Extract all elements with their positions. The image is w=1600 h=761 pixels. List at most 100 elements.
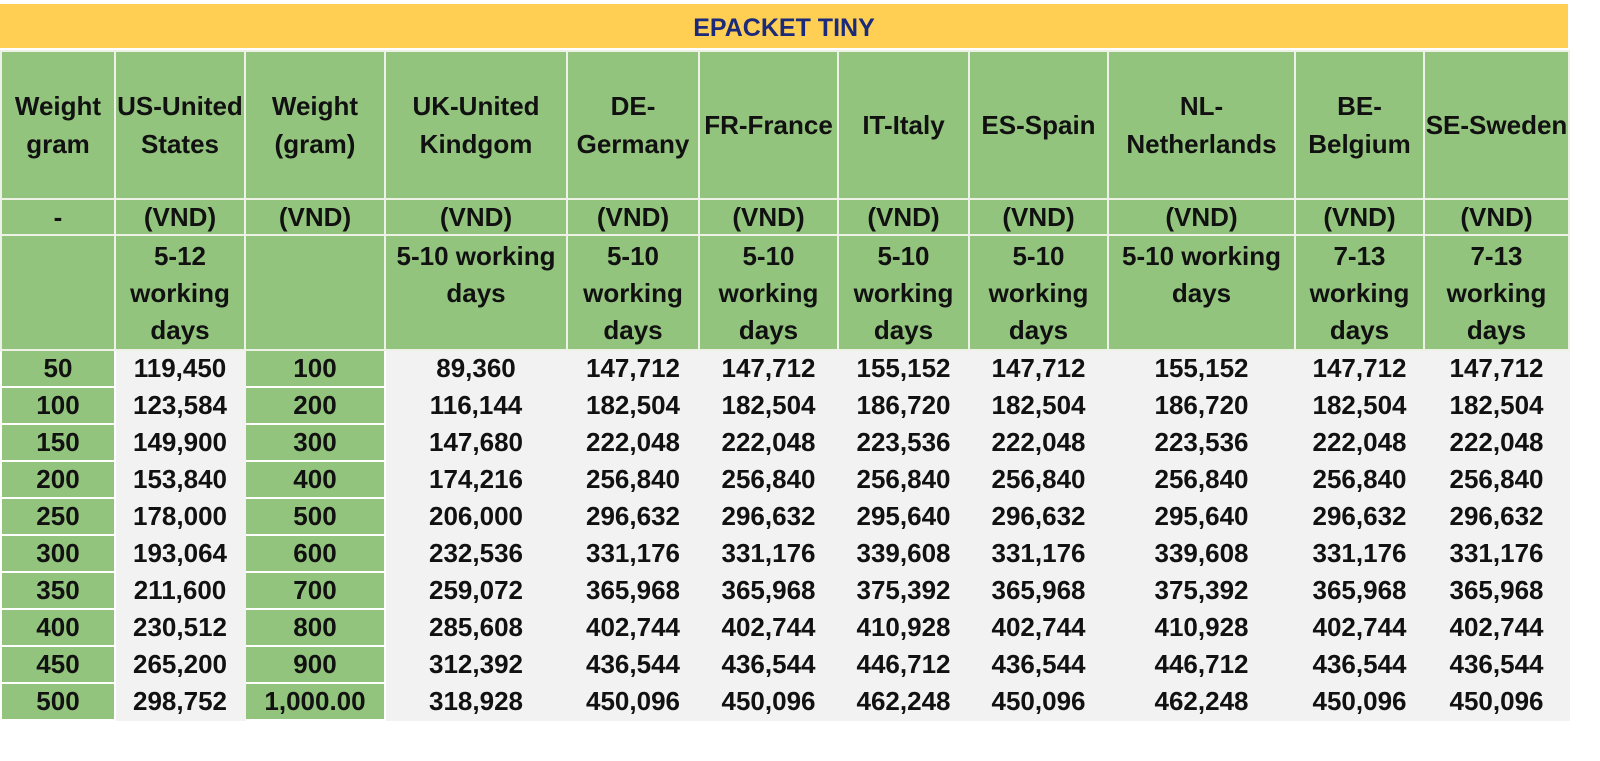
price-cell: 331,176 xyxy=(968,534,1109,573)
delivery-time-row: 5-12 working days 5-10 working days 5-10 w… xyxy=(0,234,1570,351)
currency-label: (VND) xyxy=(1294,198,1425,236)
price-cell: 402,744 xyxy=(1423,608,1570,647)
price-cell: 402,744 xyxy=(1294,608,1425,647)
currency-label: (VND) xyxy=(244,198,386,236)
price-cell: 147,712 xyxy=(968,349,1109,388)
column-header-de-germany: DE-Germany xyxy=(566,50,700,200)
table-row: 100 123,584 200 116,144 182,504 182,504 186,72… xyxy=(0,386,1570,425)
price-cell: 211,600 xyxy=(114,571,246,610)
price-cell: 410,928 xyxy=(1107,608,1296,647)
table-row: 450 265,200 900 312,392 436,544 436,544 446,71… xyxy=(0,645,1570,684)
price-cell: 402,744 xyxy=(698,608,839,647)
currency-label: (VND) xyxy=(837,198,970,236)
price-cell: 296,632 xyxy=(566,497,700,536)
currency-label: (VND) xyxy=(698,198,839,236)
price-cell: 365,968 xyxy=(1423,571,1570,610)
price-cell: 436,544 xyxy=(566,645,700,684)
table-row: 150 149,900 300 147,680 222,048 222,048 223,53… xyxy=(0,423,1570,462)
weight-cell: 100 xyxy=(0,386,116,425)
delivery-time: 7-13 working days xyxy=(1294,234,1425,351)
price-cell: 147,680 xyxy=(384,423,568,462)
delivery-time: 7-13 working days xyxy=(1423,234,1570,351)
weight-cell: 250 xyxy=(0,497,116,536)
price-cell: 331,176 xyxy=(1294,534,1425,573)
column-header-uk-united-kindgom: UK-United Kindgom xyxy=(384,50,568,200)
table-title: EPACKET TINY xyxy=(0,4,1568,48)
weight-cell: 400 xyxy=(244,460,386,499)
column-header-se-sweden: SE-Sweden xyxy=(1423,50,1570,200)
price-cell: 153,840 xyxy=(114,460,246,499)
price-cell: 147,712 xyxy=(1294,349,1425,388)
column-header-us-united-states: US-United States xyxy=(114,50,246,200)
weight-cell: 350 xyxy=(0,571,116,610)
price-cell: 256,840 xyxy=(1107,460,1296,499)
delivery-time: 5-10 working days xyxy=(837,234,970,351)
column-header-weight-gram: Weight (gram) xyxy=(244,50,386,200)
price-cell: 365,968 xyxy=(698,571,839,610)
price-cell: 331,176 xyxy=(698,534,839,573)
price-cell: 206,000 xyxy=(384,497,568,536)
price-cell: 89,360 xyxy=(384,349,568,388)
delivery-time: 5-10 working days xyxy=(1107,234,1296,351)
price-cell: 232,536 xyxy=(384,534,568,573)
price-cell: 331,176 xyxy=(566,534,700,573)
price-cell: 222,048 xyxy=(698,423,839,462)
price-cell: 410,928 xyxy=(837,608,970,647)
price-cell: 182,504 xyxy=(1294,386,1425,425)
price-cell: 256,840 xyxy=(698,460,839,499)
price-cell: 147,712 xyxy=(1423,349,1570,388)
currency-label: (VND) xyxy=(114,198,246,236)
price-cell: 178,000 xyxy=(114,497,246,536)
price-cell: 436,544 xyxy=(698,645,839,684)
price-cell: 259,072 xyxy=(384,571,568,610)
price-cell: 223,536 xyxy=(1107,423,1296,462)
price-cell: 256,840 xyxy=(566,460,700,499)
column-header-weight-gram: Weight gram xyxy=(0,50,116,200)
price-cell: 256,840 xyxy=(1294,460,1425,499)
price-cell: 296,632 xyxy=(1423,497,1570,536)
price-cell: 182,504 xyxy=(1423,386,1570,425)
weight-cell: 50 xyxy=(0,349,116,388)
price-cell: 147,712 xyxy=(698,349,839,388)
weight-cell: 400 xyxy=(0,608,116,647)
currency-label: (VND) xyxy=(566,198,700,236)
weight-cell: 450 xyxy=(0,645,116,684)
price-cell: 256,840 xyxy=(1423,460,1570,499)
delivery-time: 5-12 working days xyxy=(114,234,246,351)
price-cell: 147,712 xyxy=(566,349,700,388)
price-cell: 256,840 xyxy=(837,460,970,499)
table-row: 400 230,512 800 285,608 402,744 402,744 410,92… xyxy=(0,608,1570,647)
price-cell: 285,608 xyxy=(384,608,568,647)
price-cell: 186,720 xyxy=(1107,386,1296,425)
price-cell: 222,048 xyxy=(1423,423,1570,462)
price-cell: 155,152 xyxy=(837,349,970,388)
price-cell: 182,504 xyxy=(968,386,1109,425)
weight-cell: 200 xyxy=(244,386,386,425)
currency-label: (VND) xyxy=(1423,198,1570,236)
weight-cell: 800 xyxy=(244,608,386,647)
price-cell: 462,248 xyxy=(837,682,970,721)
delivery-time: 5-10 working days xyxy=(566,234,700,351)
price-cell: 462,248 xyxy=(1107,682,1296,721)
price-cell: 375,392 xyxy=(1107,571,1296,610)
price-cell: 230,512 xyxy=(114,608,246,647)
price-cell: 402,744 xyxy=(566,608,700,647)
rate-table-container: EPACKET TINY Weight gram US-United States… xyxy=(0,4,1570,721)
weight-cell: 600 xyxy=(244,534,386,573)
weight-cell: 500 xyxy=(0,682,116,721)
price-cell: 436,544 xyxy=(1423,645,1570,684)
weight-cell: 300 xyxy=(244,423,386,462)
price-cell: 193,064 xyxy=(114,534,246,573)
currency-label: (VND) xyxy=(384,198,568,236)
price-cell: 298,752 xyxy=(114,682,246,721)
delivery-time: 5-10 working days xyxy=(698,234,839,351)
delivery-time: 5-10 working days xyxy=(384,234,568,351)
weight-cell: 150 xyxy=(0,423,116,462)
price-cell: 222,048 xyxy=(566,423,700,462)
price-cell: 318,928 xyxy=(384,682,568,721)
price-cell: 450,096 xyxy=(1294,682,1425,721)
column-header-be-belgium: BE-Belgium xyxy=(1294,50,1425,200)
table-row: 50 119,450 100 89,360 147,712 147,712 155,152 1… xyxy=(0,349,1570,388)
price-cell: 149,900 xyxy=(114,423,246,462)
header-row: Weight gram US-United States Weight (gram)… xyxy=(0,50,1570,200)
